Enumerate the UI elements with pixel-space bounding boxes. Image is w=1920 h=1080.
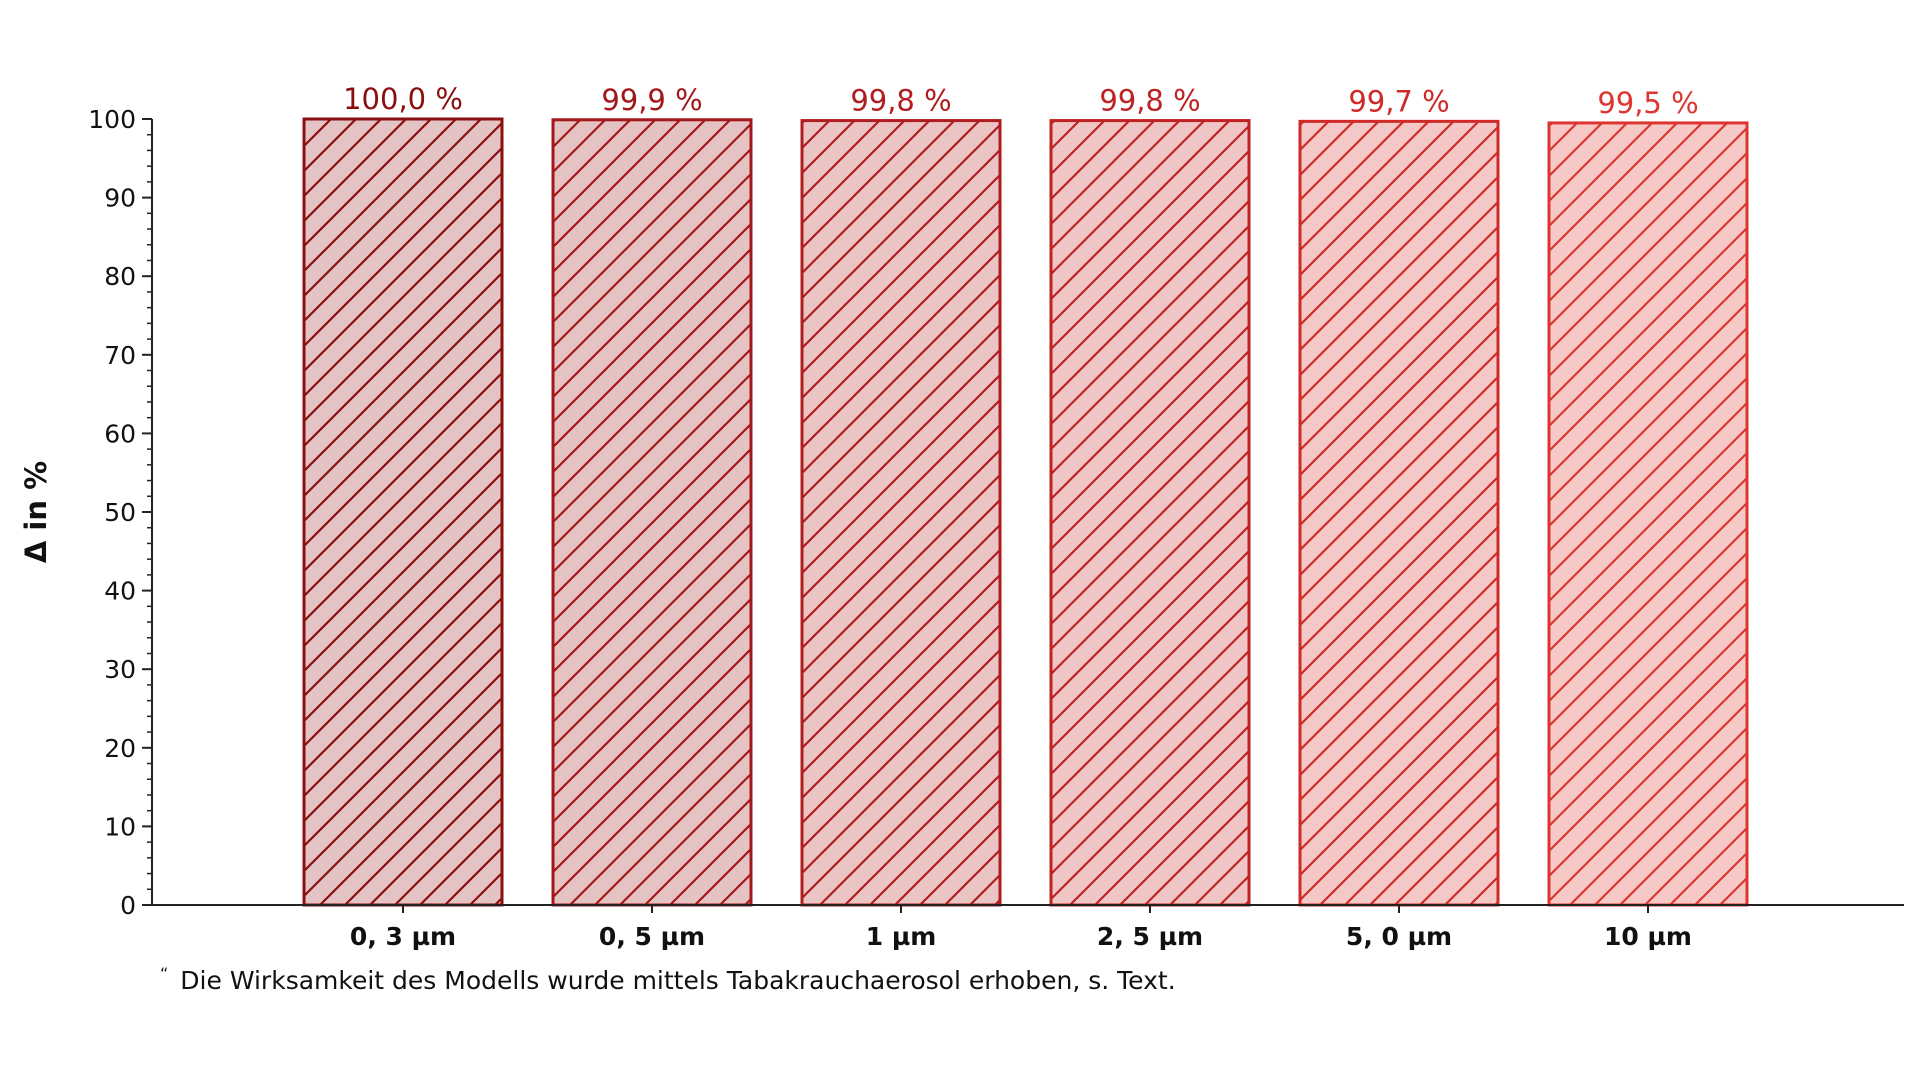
y-tick-label-90: 90 bbox=[104, 184, 136, 213]
y-axis-label: Δ in % bbox=[19, 461, 53, 563]
bar-4 bbox=[1298, 119, 1500, 907]
y-tick-label-40: 40 bbox=[104, 577, 136, 606]
bar-3 bbox=[1049, 119, 1251, 907]
data-label-5: 99,5 % bbox=[1597, 86, 1698, 120]
y-tick-label-50: 50 bbox=[104, 498, 136, 527]
x-tick-label-1: 0, 5 µm bbox=[599, 922, 705, 951]
x-tick-label-2: 1 µm bbox=[866, 922, 937, 951]
y-tick-label-100: 100 bbox=[88, 105, 136, 134]
footnote-text: Die Wirksamkeit des Modells wurde mittel… bbox=[180, 966, 1176, 995]
y-tick-label-60: 60 bbox=[104, 419, 136, 448]
y-axis: 0 10 20 30 40 50 60 70 80 90 100 bbox=[88, 105, 153, 920]
bar-1 bbox=[551, 118, 753, 907]
x-axis: 0, 3 µm 0, 5 µm 1 µm 2, 5 µm 5, 0 µm 10 µm bbox=[152, 904, 1904, 951]
bar-0 bbox=[302, 117, 504, 907]
bar-2 bbox=[800, 119, 1002, 907]
y-tick-label-80: 80 bbox=[104, 262, 136, 291]
y-tick-label-10: 10 bbox=[104, 812, 136, 841]
footnote: “ Die Wirksamkeit des Modells wurde mitte… bbox=[160, 964, 1176, 995]
x-tick-label-3: 2, 5 µm bbox=[1097, 922, 1203, 951]
y-tick-label-70: 70 bbox=[104, 341, 136, 370]
x-tick-label-4: 5, 0 µm bbox=[1346, 922, 1452, 951]
data-label-0: 100,0 % bbox=[343, 82, 463, 116]
data-label-3: 99,8 % bbox=[1099, 84, 1200, 118]
bars-group: 100,0 % 99,9 % 99,8 % 99,8 % 99,7 % 99,5 % bbox=[302, 82, 1749, 907]
data-label-1: 99,9 % bbox=[601, 83, 702, 117]
footnote-mark: “ bbox=[160, 964, 169, 983]
x-tick-label-5: 10 µm bbox=[1604, 922, 1692, 951]
y-tick-label-20: 20 bbox=[104, 734, 136, 763]
data-label-4: 99,7 % bbox=[1348, 84, 1449, 118]
bar-5 bbox=[1547, 121, 1749, 907]
data-label-2: 99,8 % bbox=[850, 84, 951, 118]
y-tick-label-0: 0 bbox=[120, 891, 136, 920]
y-tick-label-30: 30 bbox=[104, 655, 136, 684]
x-tick-label-0: 0, 3 µm bbox=[350, 922, 456, 951]
